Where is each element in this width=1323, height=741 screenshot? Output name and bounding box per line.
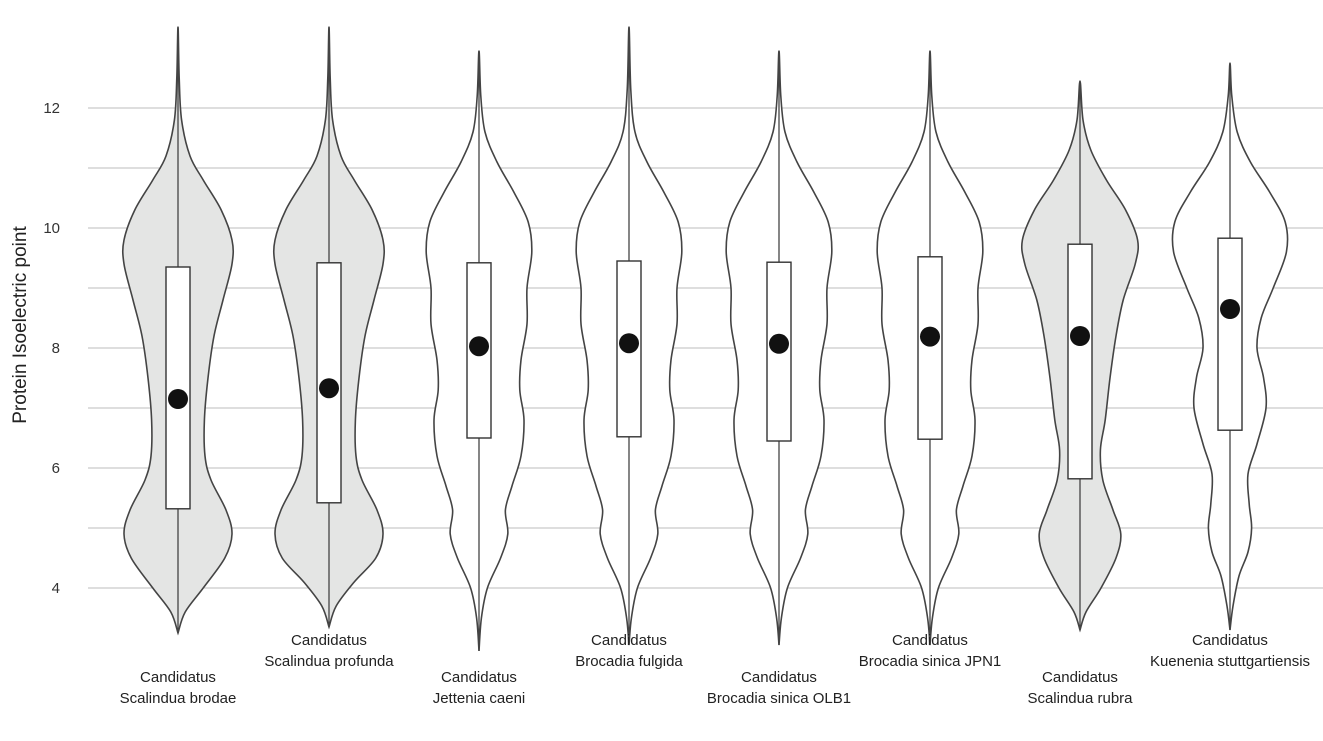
iqr-box bbox=[917, 256, 943, 440]
violins bbox=[121, 26, 1289, 652]
median-point bbox=[769, 333, 789, 354]
y-tick-label: 6 bbox=[52, 460, 60, 477]
category-label-line1: Candidatus bbox=[591, 632, 667, 649]
iqr-box bbox=[1217, 237, 1243, 431]
category-label-line2: Scalindua profunda bbox=[264, 653, 394, 670]
category-label-line1: Candidatus bbox=[441, 669, 517, 686]
category-label-line2: Brocadia sinica JPN1 bbox=[859, 653, 1002, 670]
median-point bbox=[920, 326, 940, 347]
median-point bbox=[1220, 299, 1240, 319]
violin-group bbox=[876, 50, 984, 646]
category-label-line2: Brocadia fulgida bbox=[575, 653, 683, 670]
median-point bbox=[168, 389, 188, 409]
category-label-line1: Candidatus bbox=[741, 669, 817, 686]
median-point bbox=[319, 378, 339, 399]
y-tick-label: 10 bbox=[43, 220, 60, 237]
y-axis-ticks: 4 6 8 10 12 bbox=[43, 100, 60, 597]
category-label-line2: Kuenenia stuttgartiensis bbox=[1150, 653, 1310, 670]
category-label-line1: Candidatus bbox=[291, 632, 367, 649]
category-label-line2: Scalindua brodae bbox=[120, 690, 237, 707]
violin-group bbox=[1020, 80, 1140, 633]
category-label-line1: Candidatus bbox=[140, 669, 216, 686]
grid-lines bbox=[88, 107, 1323, 589]
y-tick-label: 4 bbox=[52, 580, 60, 597]
violin-group bbox=[121, 26, 235, 636]
y-tick-label: 8 bbox=[52, 340, 60, 357]
y-tick-label: 12 bbox=[43, 100, 60, 117]
category-label-line1: Candidatus bbox=[1192, 632, 1268, 649]
violin-group bbox=[272, 26, 386, 630]
median-point bbox=[619, 333, 639, 354]
y-axis-label: Protein Isoelectric point bbox=[10, 226, 31, 424]
category-label-line2: Scalindua rubra bbox=[1027, 690, 1133, 707]
category-labels: Candidatus Scalindua brodae Candidatus Scal… bbox=[120, 632, 1310, 707]
violin-group bbox=[425, 50, 533, 652]
median-point bbox=[469, 336, 489, 357]
category-label-line2: Jettenia caeni bbox=[433, 690, 526, 707]
violin-group bbox=[1171, 62, 1289, 631]
iqr-box bbox=[165, 266, 191, 510]
category-label-line1: Candidatus bbox=[892, 632, 968, 649]
iqr-box bbox=[1067, 243, 1093, 480]
median-point bbox=[1070, 326, 1090, 346]
category-label-line2: Brocadia sinica OLB1 bbox=[707, 690, 851, 707]
category-label-line1: Candidatus bbox=[1042, 669, 1118, 686]
violin-group bbox=[725, 50, 833, 646]
violin-group bbox=[575, 26, 683, 646]
